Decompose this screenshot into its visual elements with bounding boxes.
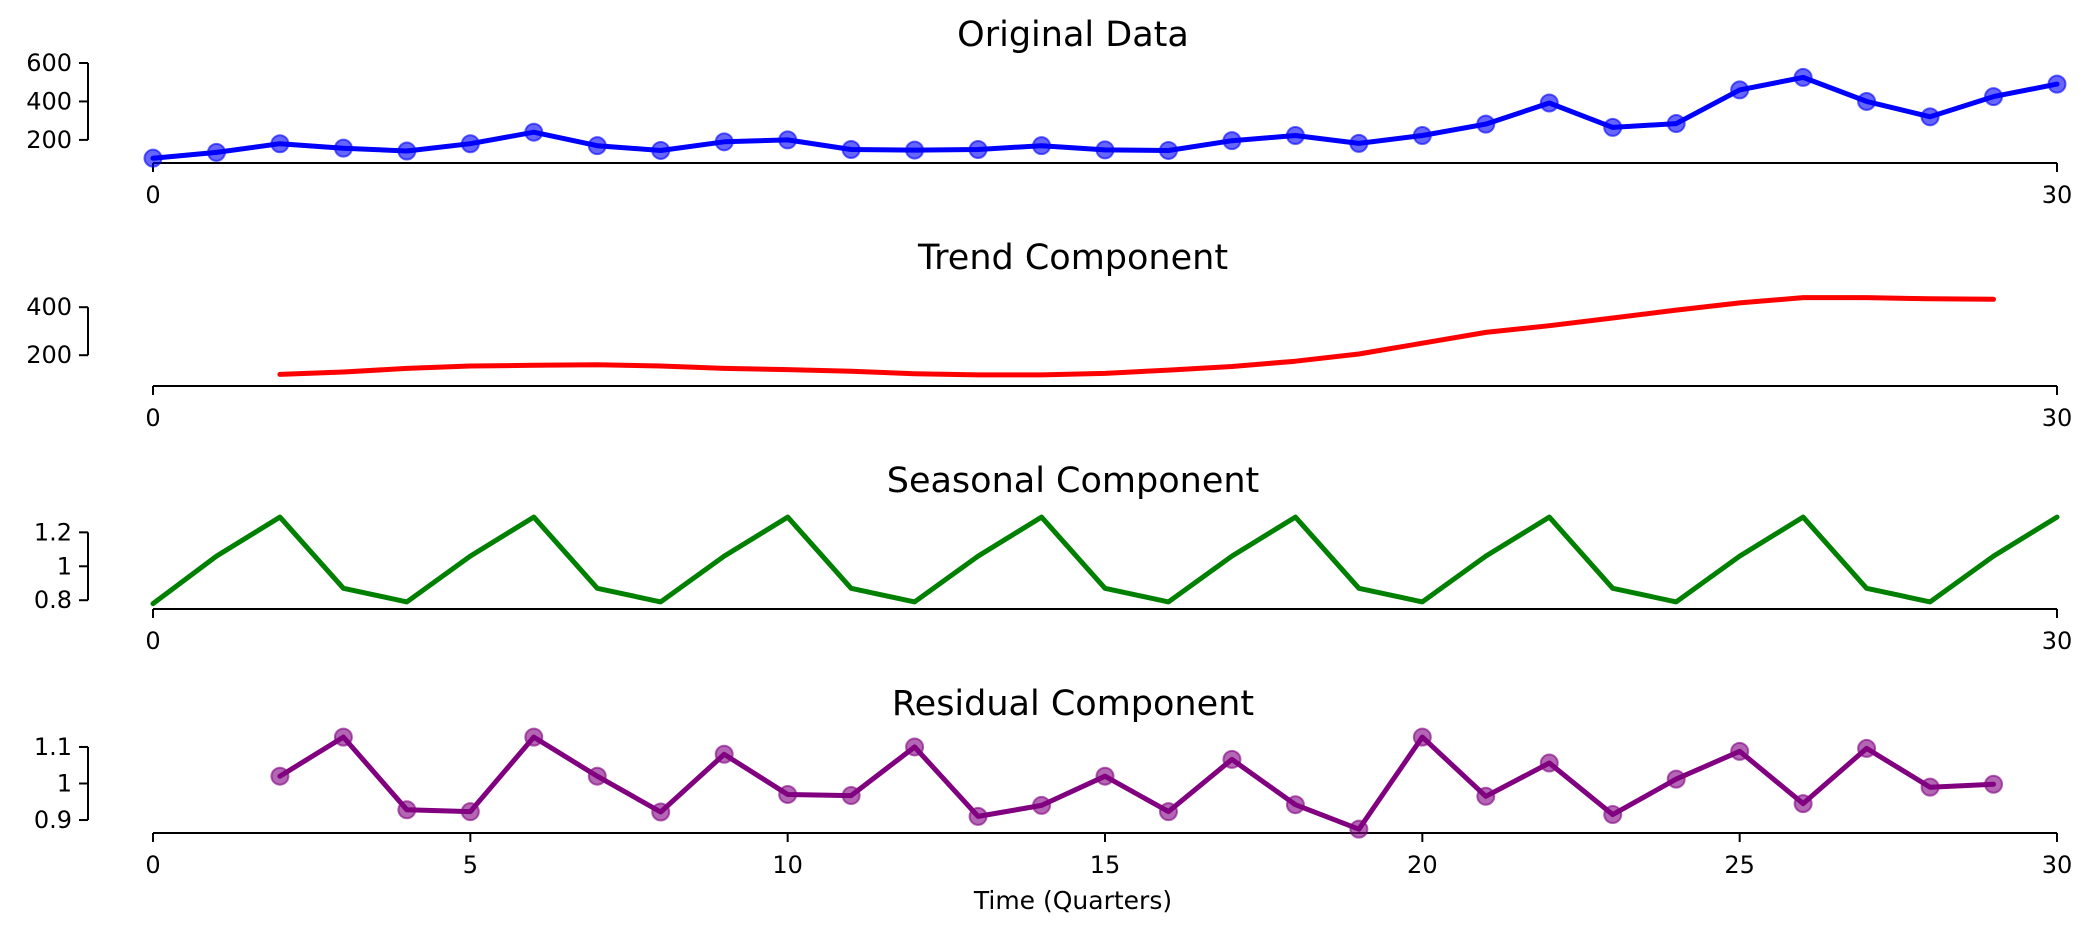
data-point (1095, 766, 1115, 786)
data-point (1222, 131, 1242, 151)
data-point (460, 802, 480, 822)
data-point (333, 727, 353, 747)
data-point (1032, 136, 1052, 156)
y-tick-label: 200 (26, 126, 72, 154)
y-tick-label: 0.9 (34, 806, 72, 834)
data-point (1857, 91, 1877, 111)
data-point (714, 744, 734, 764)
x-tick-label: 30 (2042, 851, 2073, 879)
data-point (1920, 107, 1940, 127)
data-point (1158, 802, 1178, 822)
y-tick-label: 1.1 (34, 733, 72, 761)
x-tick-label: 0 (145, 851, 160, 879)
data-point (1158, 140, 1178, 160)
data-point (968, 806, 988, 826)
data-point (714, 132, 734, 152)
data-point (460, 134, 480, 154)
x-tick-label: 30 (2042, 627, 2073, 655)
x-tick-label: 30 (2042, 404, 2073, 432)
data-point (651, 802, 671, 822)
y-tick-label: 200 (26, 341, 72, 369)
x-tick-label: 15 (1090, 851, 1121, 879)
data-point (841, 140, 861, 160)
data-point (778, 784, 798, 804)
y-tick-label: 400 (26, 293, 72, 321)
x-axis-label: Time (Quarters) (973, 886, 1172, 915)
panel-4: Residual Component 0 5 10 15 20 25 30 0.9 1 1.1 (34, 684, 2072, 879)
x-tick-label: 0 (145, 404, 160, 432)
y-tick-label: 1.2 (34, 518, 72, 546)
y-tick-label: 600 (26, 49, 72, 77)
panel-3: Seasonal Component 0 30 0.8 1 1.2 (34, 461, 2072, 655)
data-point (587, 136, 607, 156)
data-point (1476, 786, 1496, 806)
data-point (333, 138, 353, 158)
series-line (277, 295, 1996, 378)
panel-title: Trend Component (917, 238, 1228, 278)
data-point (397, 800, 417, 820)
panel-1: Original Data 0 30 200 400 600 (26, 15, 2072, 209)
data-point (905, 140, 925, 160)
y-tick-label: 400 (26, 87, 72, 115)
data-point (651, 140, 671, 160)
data-point (524, 727, 544, 747)
data-point (1920, 777, 1940, 797)
data-point (1603, 117, 1623, 137)
panel-title: Residual Component (892, 684, 1254, 724)
x-tick-label: 30 (2042, 181, 2073, 209)
data-point (587, 766, 607, 786)
data-point (1349, 819, 1369, 839)
data-point (1666, 769, 1686, 789)
data-point (1285, 125, 1305, 145)
data-point (1984, 774, 2004, 794)
data-point (2047, 74, 2067, 94)
data-point (1095, 140, 1115, 160)
x-tick-label: 25 (1724, 851, 1755, 879)
data-point (1730, 80, 1750, 100)
panel-title: Original Data (957, 15, 1189, 55)
data-point (968, 140, 988, 160)
data-point (1032, 795, 1052, 815)
data-point (270, 134, 290, 154)
data-point (1412, 125, 1432, 145)
data-point (1349, 133, 1369, 153)
data-point (1730, 741, 1750, 761)
data-point (1539, 753, 1559, 773)
data-point (1603, 805, 1623, 825)
data-point (1793, 794, 1813, 814)
panel-title: Seasonal Component (887, 461, 1260, 501)
data-point (1285, 795, 1305, 815)
data-point (1666, 114, 1686, 134)
data-point (206, 142, 226, 162)
x-tick-label: 0 (145, 627, 160, 655)
data-point (1412, 727, 1432, 747)
x-tick-label: 0 (145, 181, 160, 209)
x-tick-label: 20 (1407, 851, 1438, 879)
data-point (841, 786, 861, 806)
x-tick-label: 5 (463, 851, 478, 879)
data-point (1857, 738, 1877, 758)
series-line (277, 734, 1996, 832)
data-point (524, 122, 544, 142)
data-point (778, 130, 798, 150)
series-line (150, 514, 2060, 607)
data-point (143, 148, 163, 168)
x-tick-label: 10 (772, 851, 803, 879)
data-point (1984, 87, 2004, 107)
data-point (1793, 67, 1813, 87)
data-point (1222, 749, 1242, 769)
data-point (905, 737, 925, 757)
data-point (270, 766, 290, 786)
panel-2: Trend Component 0 30 200 400 (26, 238, 2072, 432)
data-point (1476, 114, 1496, 134)
data-point (397, 141, 417, 161)
y-tick-label: 1 (57, 770, 72, 798)
data-point (1539, 93, 1559, 113)
y-tick-label: 0.8 (34, 586, 72, 614)
y-tick-label: 1 (57, 552, 72, 580)
